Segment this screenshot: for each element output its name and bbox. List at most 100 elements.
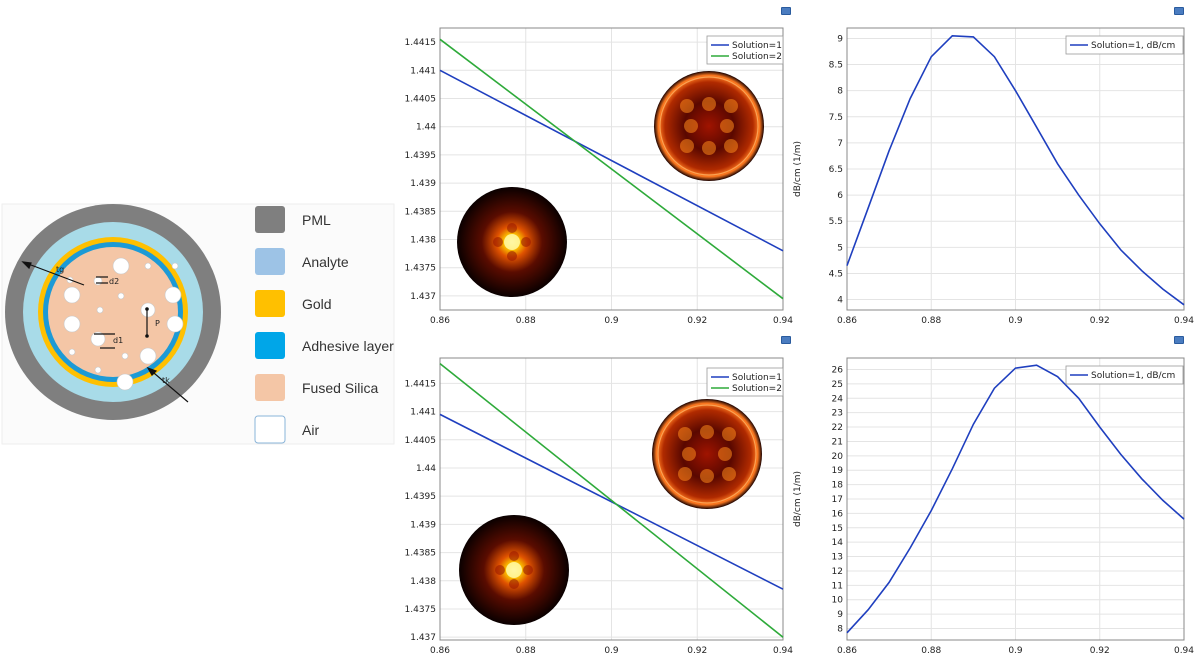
y-tick-label: 1.438 (410, 577, 436, 587)
field-lobe (523, 565, 533, 575)
y-tick-label: 4 (837, 296, 843, 306)
field-lobe (684, 119, 698, 133)
export-icon[interactable] (1174, 336, 1184, 344)
field-lobe (509, 579, 519, 589)
legend-box (706, 367, 784, 397)
x-tick-label: 0.92 (1090, 646, 1110, 656)
x-tick-label: 0.94 (1174, 646, 1194, 656)
air-hole (63, 286, 81, 304)
y-tick-label: 9 (837, 610, 843, 620)
legend-box (1065, 35, 1184, 55)
legend-label: Solution=2 (732, 52, 782, 62)
y-tick-label: 11 (832, 581, 843, 591)
air-hole (90, 331, 106, 347)
export-icon[interactable] (781, 336, 791, 344)
air-hole (94, 366, 102, 374)
y-tick-label: 4.5 (829, 269, 843, 279)
x-tick-label: 0.94 (773, 646, 793, 656)
legend-box (1065, 365, 1184, 385)
y-tick-label: 14 (832, 538, 844, 548)
series-line-1 (846, 34, 1185, 306)
air-hole (121, 352, 129, 360)
x-tick-label: 0.86 (837, 646, 857, 656)
field-lobe (493, 237, 503, 247)
x-tick-label: 0.88 (921, 316, 941, 326)
air-hole (164, 286, 182, 304)
legend-label: Solution=2 (732, 384, 782, 394)
y-tick-label: 21 (832, 437, 843, 447)
field-lobe (718, 447, 732, 461)
field-lobe (702, 97, 716, 111)
series-line-1 (439, 69, 784, 252)
y-axis-label: dB/cm (1/m) (793, 141, 803, 197)
plasmon-mode-field-image (652, 399, 762, 509)
y-tick-label: 26 (832, 366, 844, 376)
air-hole (68, 348, 76, 356)
x-tick-label: 0.9 (1008, 316, 1023, 326)
y-tick-label: 1.4375 (405, 264, 437, 274)
legend-swatch-adhesive (255, 332, 285, 359)
air-hole (63, 315, 81, 333)
y-tick-label: 15 (832, 524, 843, 534)
field-lobe (722, 427, 736, 441)
x-tick-label: 0.94 (1174, 316, 1194, 326)
y-tick-label: 7 (837, 139, 843, 149)
field-lobe (678, 427, 692, 441)
y-tick-label: 1.4385 (405, 207, 437, 217)
x-tick-label: 0.9 (1008, 646, 1023, 656)
y-tick-label: 1.437 (410, 292, 436, 302)
field-lobe (682, 447, 696, 461)
y-tick-label: 13 (832, 553, 843, 563)
y-tick-label: 5 (837, 243, 843, 253)
legend-swatch-air (254, 415, 286, 444)
y-axis-label: dB/cm (1/m) (793, 471, 803, 527)
field-lobe (507, 251, 517, 261)
y-tick-label: 1.439 (410, 520, 436, 530)
y-tick-label: 25 (832, 380, 843, 390)
air-hole-group (63, 257, 184, 391)
air-hole (139, 347, 157, 365)
d2-annotation: d2 (109, 277, 119, 286)
plasmon-ring (659, 76, 759, 176)
pitch-annotation: P (155, 319, 160, 328)
legend-label: Solution=1, dB/cm (1091, 371, 1175, 381)
x-tick-label: 0.94 (773, 316, 793, 326)
field-lobe (724, 139, 738, 153)
plasmon-mode-field-image (654, 71, 764, 181)
legend-label-analyte: Analyte (302, 254, 349, 270)
export-icon[interactable] (781, 7, 791, 15)
pitch-marker-bottom (145, 334, 149, 338)
legend-label: Solution=1, dB/cm (1091, 41, 1175, 51)
x-tick-label: 0.88 (921, 646, 941, 656)
fiber-cross-section-figure: tg tk d1 d2 P PML Analyte Gold Adhesive … (1, 203, 395, 445)
field-lobe (702, 141, 716, 155)
x-tick-label: 0.86 (430, 316, 450, 326)
field-lobe (521, 237, 531, 247)
y-tick-label: 8 (837, 624, 843, 634)
field-lobe (495, 565, 505, 575)
x-tick-label: 0.86 (837, 316, 857, 326)
pitch-marker-top (145, 307, 149, 311)
series-line-2 (439, 38, 784, 300)
export-icon[interactable] (1174, 7, 1184, 15)
y-tick-label: 24 (832, 394, 844, 404)
y-tick-label: 1.441 (410, 66, 436, 76)
field-lobe (678, 467, 692, 481)
legend-swatch-fused-silica (255, 374, 285, 401)
effective-index-chart-bottom: 0.86 0.88 0.9 0.92 0.94 1.437 1.4375 1.438 1.438… (405, 357, 793, 656)
field-lobe (722, 467, 736, 481)
air-hole (117, 292, 125, 300)
x-tick-label: 0.9 (604, 316, 619, 326)
plasmon-ring (657, 404, 757, 504)
x-tick-label: 0.92 (687, 316, 707, 326)
y-tick-label: 18 (832, 481, 844, 491)
plot-frame (439, 27, 784, 311)
y-tick-label: 17 (832, 495, 843, 505)
y-tick-label: 1.441 (410, 408, 436, 418)
field-lobe (720, 119, 734, 133)
y-tick-label: 1.4405 (405, 95, 437, 105)
y-tick-label: 20 (832, 452, 844, 462)
y-tick-label: 16 (832, 509, 844, 519)
y-tick-label: 8.5 (829, 61, 843, 71)
material-legend: PML Analyte Gold Adhesive layer Fused Si… (254, 206, 394, 444)
